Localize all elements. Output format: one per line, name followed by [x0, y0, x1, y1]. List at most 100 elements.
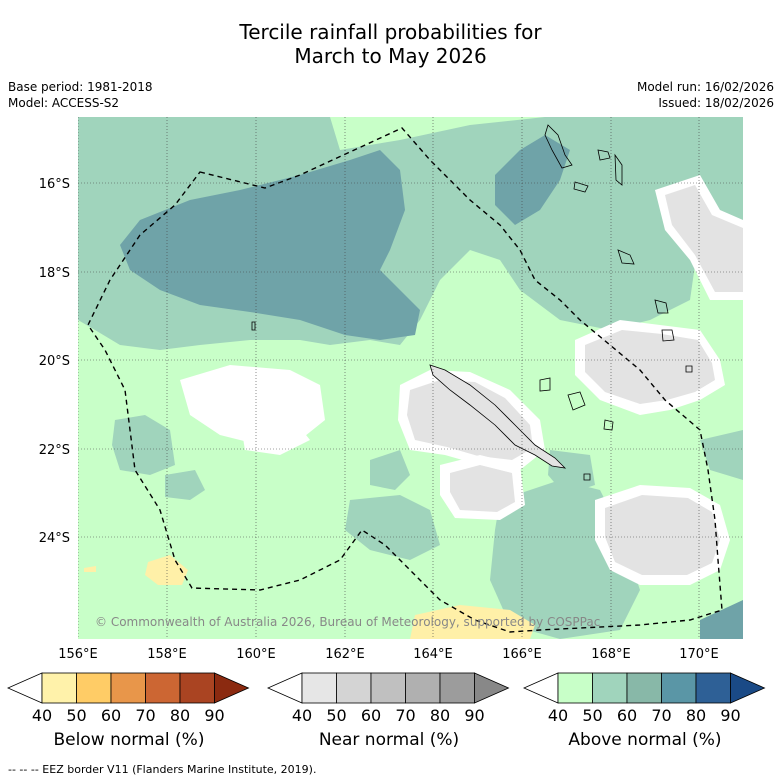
- above-colorbar-segment: [626, 672, 662, 704]
- above-50-60-mid-patch: [345, 495, 440, 560]
- island-small-east: [685, 365, 693, 373]
- longitude-labels: 156°E 158°E 160°E 162°E 164°E 166°E 168°…: [58, 647, 719, 662]
- map-title-line1: Tercile rainfall probabilities for: [239, 20, 542, 44]
- above-colorbar-low-arrow: [523, 672, 559, 704]
- above-colorbar: 40 50 60 70 80 90: [523, 672, 766, 725]
- near-colorbar: 40 50 60 70 80 90: [267, 672, 510, 725]
- near-colorbar-tick-label: 50: [326, 706, 346, 725]
- near-colorbar-tick-label: 70: [395, 706, 415, 725]
- island-vanuatu-2: [597, 149, 611, 161]
- island-loyalty-1: [539, 377, 551, 392]
- lon-label-158: 158°E: [147, 647, 187, 662]
- above-colorbar-tick-label: 90: [720, 706, 740, 725]
- near-colorbar-segment: [405, 672, 441, 704]
- near-colorbar-tick-label: 90: [464, 706, 484, 725]
- island-loyalty-2: [567, 391, 586, 411]
- above-50-60-center-patch: [370, 450, 410, 490]
- lat-label-24: 24°S: [39, 531, 70, 546]
- near-colorbar-segment: [301, 672, 337, 704]
- below-colorbar-tick-label: 50: [66, 706, 86, 725]
- below-colorbar-segment: [145, 672, 181, 704]
- below-colorbar-segment: [41, 672, 77, 704]
- lon-label-166: 166°E: [502, 647, 542, 662]
- below-colorbar: 40 50 60 70 80 90: [7, 672, 250, 725]
- below-colorbar-tick-label: 40: [32, 706, 52, 725]
- above-colorbar-tick-label: 50: [582, 706, 602, 725]
- below-colorbar-tick-label: 60: [101, 706, 121, 725]
- lon-label-156: 156°E: [58, 647, 98, 662]
- lon-label-160: 160°E: [236, 647, 276, 662]
- near-colorbar-tick-label: 60: [361, 706, 381, 725]
- above-colorbar-tick-label: 60: [617, 706, 637, 725]
- base-period: Base period: 1981-2018: [8, 80, 153, 94]
- above-colorbar-segment: [592, 672, 628, 704]
- probability-field: © Commonwealth of Australia 2026, Bureau…: [78, 117, 743, 639]
- near-40-50-ne: [665, 185, 743, 292]
- below-colorbar-tick-label: 70: [135, 706, 155, 725]
- lon-label-168: 168°E: [591, 647, 631, 662]
- near-colorbar-segment: [336, 672, 372, 704]
- near-colorbar-tick-label: 40: [292, 706, 312, 725]
- near-40-50-center: [407, 380, 533, 460]
- lon-label-164: 164°E: [413, 647, 453, 662]
- island-small-west: [251, 321, 256, 331]
- above-50-60-far-east: [700, 430, 743, 480]
- above-50-60-west-patch: [112, 415, 175, 475]
- near-colorbar-tick-label: 80: [430, 706, 450, 725]
- above-colorbar-tick-label: 70: [651, 706, 671, 725]
- issued-date: Issued: 18/02/2026: [658, 96, 774, 110]
- lat-label-18: 18°S: [39, 266, 70, 281]
- latitude-labels: 16°S 18°S 20°S 22°S 24°S: [39, 177, 70, 546]
- near-40-50-east: [585, 330, 715, 404]
- near-colorbar-segment: [370, 672, 406, 704]
- near-colorbar-high-arrow: [474, 672, 510, 704]
- above-colorbar-segment: [661, 672, 697, 704]
- near-colorbar-low-arrow: [267, 672, 303, 704]
- island-vanuatu-1: [544, 124, 573, 169]
- below-colorbar-segment: [76, 672, 112, 704]
- above-normal-label: Above normal (%): [568, 730, 722, 750]
- below-colorbar-tick-label: 80: [170, 706, 190, 725]
- above-colorbar-tick-label: 40: [548, 706, 568, 725]
- neutral-white-nw: [240, 415, 310, 455]
- above-colorbar-segment: [695, 672, 731, 704]
- below-colorbar-segment: [110, 672, 146, 704]
- eez-footnote: -- -- -- EEZ border V11 (Flanders Marine…: [8, 763, 317, 776]
- lon-label-170: 170°E: [679, 647, 719, 662]
- below-colorbar-low-arrow: [7, 672, 43, 704]
- above-50-60-small-patch: [165, 470, 205, 500]
- above-50-60-top-left: [78, 117, 120, 165]
- lat-label-22: 22°S: [39, 443, 70, 458]
- colorbars: 40 50 60 70 80 90 40 50 60 70 80 90 40 50 60 70 80 90: [7, 672, 766, 725]
- below-normal-label: Below normal (%): [53, 730, 205, 750]
- copyright-text: © Commonwealth of Australia 2026, Bureau…: [95, 615, 600, 629]
- near-40-50-south: [450, 465, 515, 512]
- near-40-50-se: [605, 495, 720, 575]
- island-vanuatu-7: [661, 329, 675, 342]
- island-vanuatu-4: [573, 181, 589, 193]
- near-normal-label: Near normal (%): [318, 730, 460, 750]
- island-vanuatu-3: [614, 153, 623, 186]
- below-40-50-tiny: [84, 566, 96, 572]
- map-title-line2: March to May 2026: [294, 44, 487, 68]
- above-colorbar-high-arrow: [730, 672, 766, 704]
- eez-border: [87, 127, 723, 633]
- model-run: Model run: 16/02/2026: [636, 80, 774, 94]
- near-colorbar-segment: [439, 672, 475, 704]
- lon-label-162: 162°E: [325, 647, 365, 662]
- above-colorbar-segment: [557, 672, 593, 704]
- above-50-60-east-patch: [548, 450, 595, 495]
- above-60-70-region: [120, 150, 420, 340]
- model-name: Model: ACCESS-S2: [8, 96, 120, 110]
- lat-label-20: 20°S: [39, 354, 70, 369]
- above-60-70-east-edge: [700, 600, 743, 639]
- island-small-south: [583, 473, 591, 481]
- island-loyalty-3: [603, 419, 614, 431]
- island-vanuatu-6: [654, 299, 669, 314]
- grid-lines: [78, 117, 743, 639]
- island-vanuatu-5: [617, 249, 635, 265]
- lat-label-16: 16°S: [39, 177, 70, 192]
- above-60-70-northeast: [495, 135, 570, 225]
- above-colorbar-tick-label: 80: [686, 706, 706, 725]
